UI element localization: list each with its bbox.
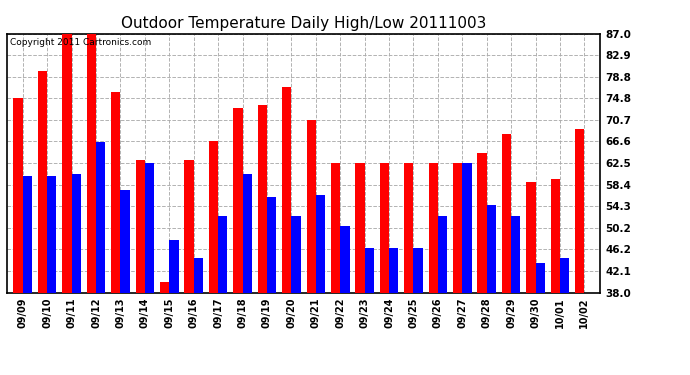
Bar	[486, 206, 496, 375]
Bar	[136, 160, 145, 375]
Title: Outdoor Temperature Daily High/Low 20111003: Outdoor Temperature Daily High/Low 20111…	[121, 16, 486, 31]
Bar	[282, 87, 291, 375]
Bar	[453, 163, 462, 375]
Bar	[121, 189, 130, 375]
Bar	[267, 198, 276, 375]
Bar	[502, 134, 511, 375]
Bar	[257, 105, 267, 375]
Bar	[462, 163, 471, 375]
Bar	[511, 216, 520, 375]
Bar	[413, 248, 423, 375]
Bar	[160, 282, 169, 375]
Bar	[364, 248, 374, 375]
Bar	[87, 34, 96, 375]
Bar	[477, 153, 486, 375]
Bar	[145, 163, 154, 375]
Bar	[389, 248, 398, 375]
Bar	[380, 163, 389, 375]
Text: Copyright 2011 Cartronics.com: Copyright 2011 Cartronics.com	[10, 38, 151, 46]
Bar	[438, 216, 447, 375]
Bar	[233, 108, 243, 375]
Bar	[331, 163, 340, 375]
Bar	[23, 176, 32, 375]
Bar	[355, 163, 364, 375]
Bar	[38, 71, 47, 375]
Bar	[209, 141, 218, 375]
Bar	[584, 292, 593, 375]
Bar	[291, 216, 301, 375]
Bar	[551, 179, 560, 375]
Bar	[526, 182, 535, 375]
Bar	[218, 216, 228, 375]
Bar	[575, 129, 584, 375]
Bar	[340, 226, 350, 375]
Bar	[428, 163, 438, 375]
Bar	[404, 163, 413, 375]
Bar	[560, 258, 569, 375]
Bar	[306, 120, 316, 375]
Bar	[194, 258, 203, 375]
Bar	[535, 264, 545, 375]
Bar	[316, 195, 325, 375]
Bar	[14, 98, 23, 375]
Bar	[72, 174, 81, 375]
Bar	[96, 142, 106, 375]
Bar	[243, 174, 252, 375]
Bar	[169, 240, 179, 375]
Bar	[47, 176, 57, 375]
Bar	[184, 160, 194, 375]
Bar	[62, 34, 72, 375]
Bar	[111, 92, 121, 375]
